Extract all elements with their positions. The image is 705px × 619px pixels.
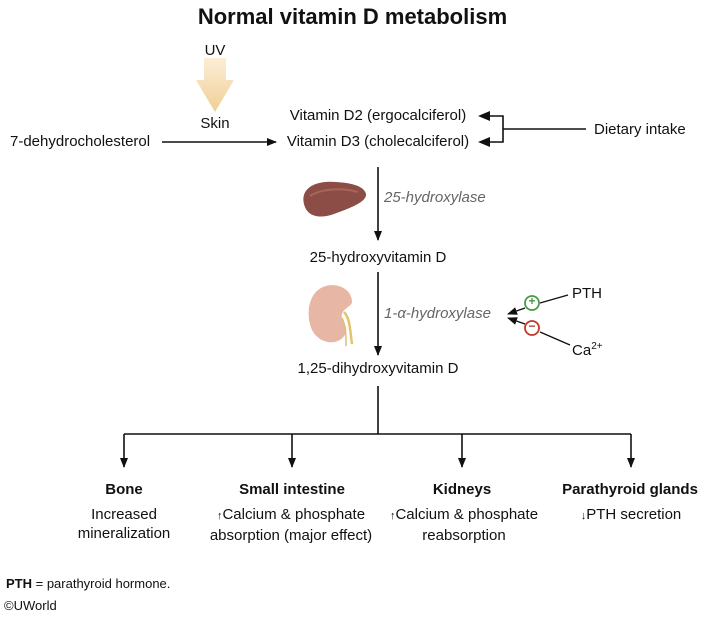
- target-parathyroid-heading: Parathyroid glands: [562, 481, 698, 498]
- active-form-label: 1,25-dihydroxyvitamin D: [297, 360, 459, 377]
- precursor-label: 7-dehydrocholesterol: [10, 133, 151, 150]
- target-kidneys-heading: Kidneys: [432, 481, 492, 498]
- copyright: ©UWorld: [4, 598, 57, 613]
- copyright-icon: ©: [4, 598, 14, 613]
- vitamin-d2-label: Vitamin D2 (ergocalciferol): [289, 107, 467, 124]
- target-tree: [120, 386, 635, 468]
- vitamin-d3-label: Vitamin D3 (cholecalciferol): [286, 133, 470, 150]
- target-bone-heading: Bone: [105, 481, 143, 498]
- uv-arrow-icon: [196, 58, 234, 112]
- up-arrow-icon: ↑: [389, 510, 396, 522]
- enzyme-1-alpha-hydroxylase: 1-α-hydroxylase: [384, 305, 491, 322]
- target-intestine-heading: Small intestine: [239, 481, 345, 498]
- target-intestine-effect: ↑Calcium & phosphate absorption (major e…: [209, 506, 373, 544]
- pth-stimulate-icon: [524, 295, 540, 311]
- regulator-arrows: [507, 294, 571, 346]
- dietary-intake-bracket: [490, 115, 586, 143]
- calcium-sign: −: [528, 319, 536, 333]
- kidney-icon: [308, 285, 354, 347]
- target-parathyroid-effect: ↓PTH secretion: [580, 506, 682, 523]
- liver-icon: [303, 181, 367, 217]
- diagram-title: Normal vitamin D metabolism: [197, 4, 508, 29]
- target-kidneys-effect: ↑Calcium & phosphate reabsorption: [389, 506, 539, 544]
- arrowhead-d3: [478, 137, 490, 147]
- arrowhead-d2: [478, 111, 490, 121]
- calcium-label: Ca2+: [572, 341, 603, 359]
- skin-label: Skin: [200, 115, 230, 132]
- calcium-inhibit-icon: [524, 320, 540, 336]
- uv-label: UV: [204, 42, 226, 59]
- pth-sign: +: [528, 294, 536, 308]
- up-arrow-icon: ↑: [216, 510, 223, 522]
- pth-label: PTH: [572, 285, 602, 302]
- intermediate-label: 25-hydroxyvitamin D: [309, 249, 447, 266]
- down-arrow-icon: ↓: [580, 510, 587, 522]
- target-bone-effect: Increased mineralization: [77, 506, 171, 542]
- enzyme-25-hydroxylase: 25-hydroxylase: [384, 189, 486, 206]
- dietary-intake-label: Dietary intake: [594, 121, 686, 138]
- footnote: PTH = parathyroid hormone.: [6, 576, 171, 591]
